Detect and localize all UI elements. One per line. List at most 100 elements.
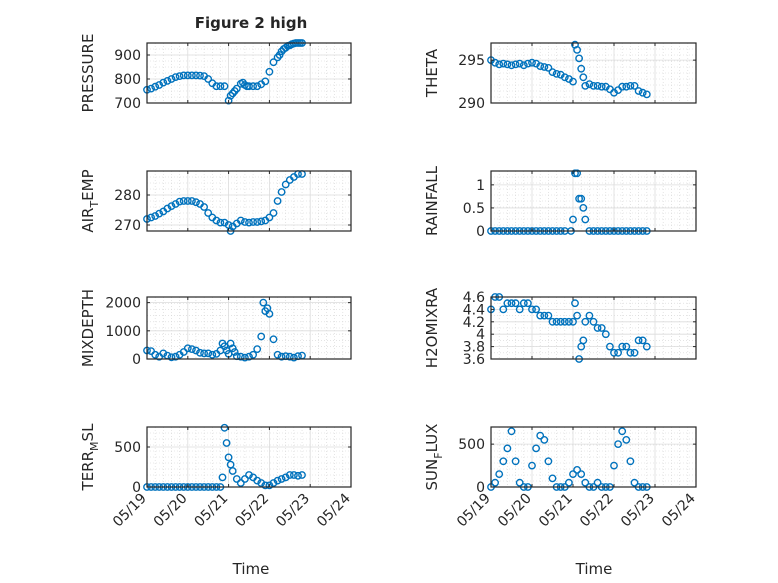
subplot-grid: 700 800 900 PRESSURE 290 295 THETA 270 280 AIRTEM… [79, 34, 699, 531]
y-axis-label: MIXDEPTH [79, 289, 97, 367]
data-point [245, 82, 253, 91]
data-point [220, 82, 229, 91]
data-point [183, 71, 192, 80]
data-point [151, 212, 160, 220]
data-point [571, 299, 579, 308]
axes-box [490, 296, 697, 360]
data-point [618, 82, 627, 91]
y-tick-label: 280 [114, 188, 141, 204]
data-point [175, 72, 184, 81]
y-tick-label: 800 [114, 72, 141, 88]
data-point [618, 427, 627, 436]
data-point [626, 82, 635, 90]
data-point [593, 324, 602, 332]
data-point [265, 213, 274, 222]
data-point [236, 479, 245, 487]
data-point [196, 71, 204, 80]
data-point [277, 188, 286, 196]
data-point [230, 348, 239, 356]
data-point [622, 82, 631, 91]
data-point [544, 457, 553, 466]
y-tick-label: 290 [458, 96, 485, 112]
subplot-1: 700 800 900 PRESSURE [79, 34, 352, 112]
data-point [548, 317, 557, 326]
data-point [285, 471, 294, 479]
data-point [224, 453, 233, 462]
data-point [528, 58, 536, 67]
data-point [179, 197, 188, 205]
axes-box [490, 170, 697, 232]
subplot-6: 3.63.844.24.44.6 H2OMIXRA [423, 287, 697, 368]
y-tick-label: 900 [114, 48, 141, 64]
data-point [579, 203, 588, 212]
axes-box [146, 42, 352, 104]
y-tick-label: 4 [476, 327, 485, 343]
y-tick-label: 0 [476, 224, 485, 240]
data-point [163, 77, 172, 85]
data-point [544, 64, 553, 72]
data-point [579, 73, 588, 82]
y-axis-label: AIRTEMP [79, 169, 101, 232]
data-point [261, 481, 270, 490]
data-point [491, 478, 499, 487]
axes-box [490, 42, 697, 104]
axes-box [490, 426, 697, 488]
y-tick-label: 500 [458, 437, 485, 453]
data-point [171, 352, 180, 361]
data-point [273, 197, 282, 205]
data-point [589, 82, 598, 90]
data-point [147, 213, 156, 222]
data-point [626, 457, 635, 466]
data-point [573, 311, 581, 320]
data-point [200, 203, 209, 211]
data-point [515, 478, 524, 487]
data-point [536, 431, 545, 440]
data-point [503, 444, 512, 453]
data-point [507, 427, 516, 436]
data-point [269, 335, 278, 344]
data-point [183, 197, 192, 205]
data-point [187, 197, 196, 205]
data-point [532, 444, 540, 453]
data-point [249, 350, 258, 359]
data-point [269, 209, 278, 217]
data-point [622, 435, 631, 444]
data-point [573, 46, 581, 54]
data-point [269, 58, 278, 67]
data-point [601, 330, 610, 339]
data-point [597, 82, 606, 91]
y-axis-label: THETA [423, 48, 441, 98]
y-tick-label: 500 [114, 440, 141, 456]
data-point [622, 342, 631, 351]
data-point [212, 216, 221, 225]
data-point [511, 299, 520, 308]
data-point [524, 59, 532, 68]
data-point [249, 82, 258, 91]
data-point [597, 324, 606, 332]
data-point [560, 73, 569, 82]
data-point [515, 59, 524, 68]
data-point [192, 346, 200, 355]
y-axis-label: RAINFALL [423, 165, 441, 236]
data-point [532, 305, 540, 314]
data-point [638, 336, 647, 345]
data-point [499, 457, 508, 466]
data-point [544, 311, 553, 320]
data-point [289, 353, 298, 362]
data-point [245, 218, 253, 227]
y-axis-label: TERRMSL [79, 423, 101, 492]
data-point [167, 202, 176, 211]
data-point [528, 305, 536, 314]
y-tick-label: 4.6 [463, 290, 485, 306]
data-point [606, 342, 614, 351]
data-point [273, 350, 282, 359]
data-point [614, 440, 622, 448]
axes-box [146, 170, 352, 232]
data-point [548, 474, 557, 483]
data-point [236, 352, 245, 361]
data-point [204, 75, 213, 83]
data-point [610, 348, 618, 357]
y-tick-label: 2000 [105, 296, 141, 312]
y-tick-label: 270 [114, 218, 141, 234]
